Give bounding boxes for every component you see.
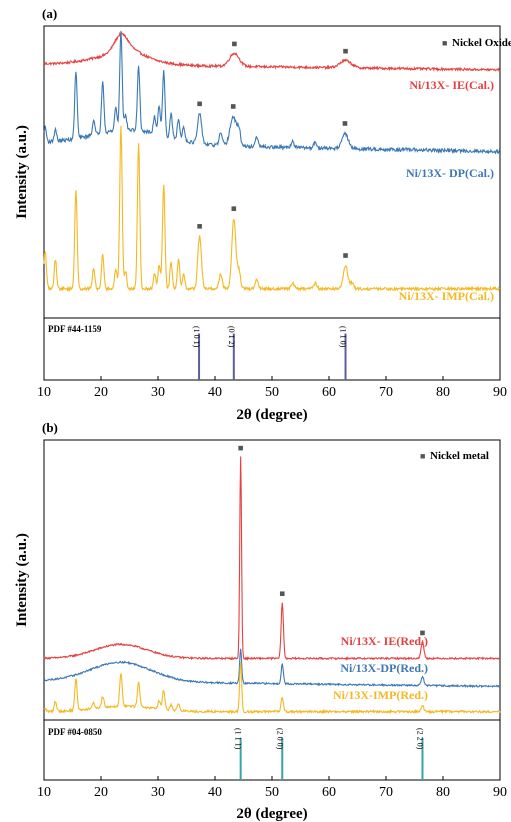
series-line-ni-13x-dp-cal bbox=[43, 30, 501, 155]
panel-b-main-frame bbox=[43, 439, 501, 721]
series-line-ni-13x-ie-cal bbox=[43, 31, 501, 72]
series-line-ni-13x-ie-red bbox=[43, 456, 501, 661]
peak-marker bbox=[343, 48, 348, 54]
x-tick-label: 60 bbox=[322, 385, 336, 400]
x-axis-label-a: 2θ (degree) bbox=[236, 407, 307, 423]
x-tick-label: 10 bbox=[37, 385, 51, 400]
panel-a-markers bbox=[197, 41, 348, 258]
hkl-label: (1 0 1) bbox=[192, 326, 201, 348]
x-tick-label: 30 bbox=[151, 385, 165, 400]
peak-marker bbox=[197, 101, 202, 107]
series-label-imp-cal: Ni/13X- IMP(Cal.) bbox=[399, 289, 494, 303]
peak-marker bbox=[238, 445, 243, 451]
x-tick-label: 20 bbox=[94, 785, 108, 800]
legend-nickel-oxide: Nickel Oxide bbox=[452, 37, 511, 49]
panel-a-label: (a) bbox=[42, 6, 57, 21]
y-axis-label-b: Intensity (a.u.) bbox=[14, 533, 30, 627]
x-tick-label: 70 bbox=[379, 785, 393, 800]
peak-marker bbox=[197, 224, 202, 229]
x-tick-label: 30 bbox=[151, 785, 165, 800]
hkl-label: (0 1 2) bbox=[227, 326, 236, 348]
peak-marker bbox=[279, 591, 285, 597]
panel-a: (a) (1 0 1) (0 1 2) (1 1 0) 10 20 30 40 50 60 70… bbox=[14, 6, 511, 423]
series-label-dp-cal: Ni/13X- DP(Cal.) bbox=[406, 166, 494, 180]
hkl-label: (1 1 1) bbox=[234, 728, 243, 750]
hkl-label: (2 2 0) bbox=[415, 728, 424, 750]
peak-marker bbox=[232, 41, 237, 47]
x-tick-label: 70 bbox=[379, 385, 393, 400]
x-axis-label-b: 2θ (degree) bbox=[236, 806, 307, 822]
panel-a-series-layer bbox=[43, 30, 501, 293]
y-axis-label-a: Intensity (a.u.) bbox=[14, 125, 30, 219]
reference-pdf-label-b: PDF #04-0850 bbox=[48, 727, 102, 737]
x-tick-label: 80 bbox=[436, 385, 450, 400]
x-tick-label: 40 bbox=[208, 785, 222, 800]
peak-marker bbox=[342, 121, 348, 126]
series-line-ni-13x-imp-red bbox=[43, 661, 501, 715]
legend-marker-icon: ■ bbox=[442, 38, 447, 48]
x-tick-label: 90 bbox=[493, 385, 507, 400]
peak-marker bbox=[231, 206, 237, 211]
legend-marker-icon: ■ bbox=[420, 451, 425, 461]
reference-pdf-label-a: PDF #44-1159 bbox=[48, 324, 102, 334]
series-line-ni-13x-imp-cal bbox=[43, 125, 501, 293]
legend-nickel-metal: Nickel metal bbox=[430, 450, 489, 462]
panel-b-reference-frame bbox=[43, 719, 501, 781]
x-tick-label: 40 bbox=[208, 385, 222, 400]
series-label-imp-red: Ni/13X-IMP(Red.) bbox=[333, 688, 428, 702]
x-tick-label: 90 bbox=[493, 785, 507, 800]
peak-marker bbox=[343, 253, 348, 258]
x-tick-label: 50 bbox=[265, 785, 279, 800]
panel-b-label: (b) bbox=[42, 420, 58, 435]
panel-b-markers bbox=[238, 445, 425, 636]
series-label-ie-cal: Ni/13X- IE(Cal.) bbox=[409, 78, 494, 92]
panel-b-x-ticks: 10 20 30 40 50 60 70 80 90 bbox=[37, 776, 507, 800]
x-tick-label: 10 bbox=[37, 785, 51, 800]
series-label-dp-red: Ni/13X-DP(Red.) bbox=[340, 661, 428, 675]
series-line-ni-13x-dp-red bbox=[43, 648, 501, 689]
x-tick-label: 50 bbox=[265, 385, 279, 400]
panel-a-reference-frame bbox=[43, 317, 501, 381]
panel-b-reference-lines: (1 1 1) (2 0 0) (2 2 0) bbox=[234, 728, 424, 780]
hkl-label: (1 1 0) bbox=[339, 326, 348, 348]
x-tick-label: 20 bbox=[94, 385, 108, 400]
peak-marker bbox=[420, 630, 425, 636]
panel-a-x-ticks: 10 20 30 40 50 60 70 80 90 bbox=[37, 376, 507, 400]
hkl-label: (2 0 0) bbox=[275, 728, 284, 750]
x-tick-label: 80 bbox=[436, 785, 450, 800]
peak-marker bbox=[230, 104, 236, 109]
panel-a-reference-lines: (1 0 1) (0 1 2) (1 1 0) bbox=[192, 326, 348, 380]
panel-b-series-layer bbox=[43, 456, 501, 715]
panel-b: (b) (1 1 1) (2 0 0) (2 2 0) 10 20 30 40 50 60 70… bbox=[14, 420, 507, 822]
x-tick-label: 60 bbox=[322, 785, 336, 800]
series-label-ie-red: Ni/13X- IE(Red.) bbox=[341, 634, 428, 648]
